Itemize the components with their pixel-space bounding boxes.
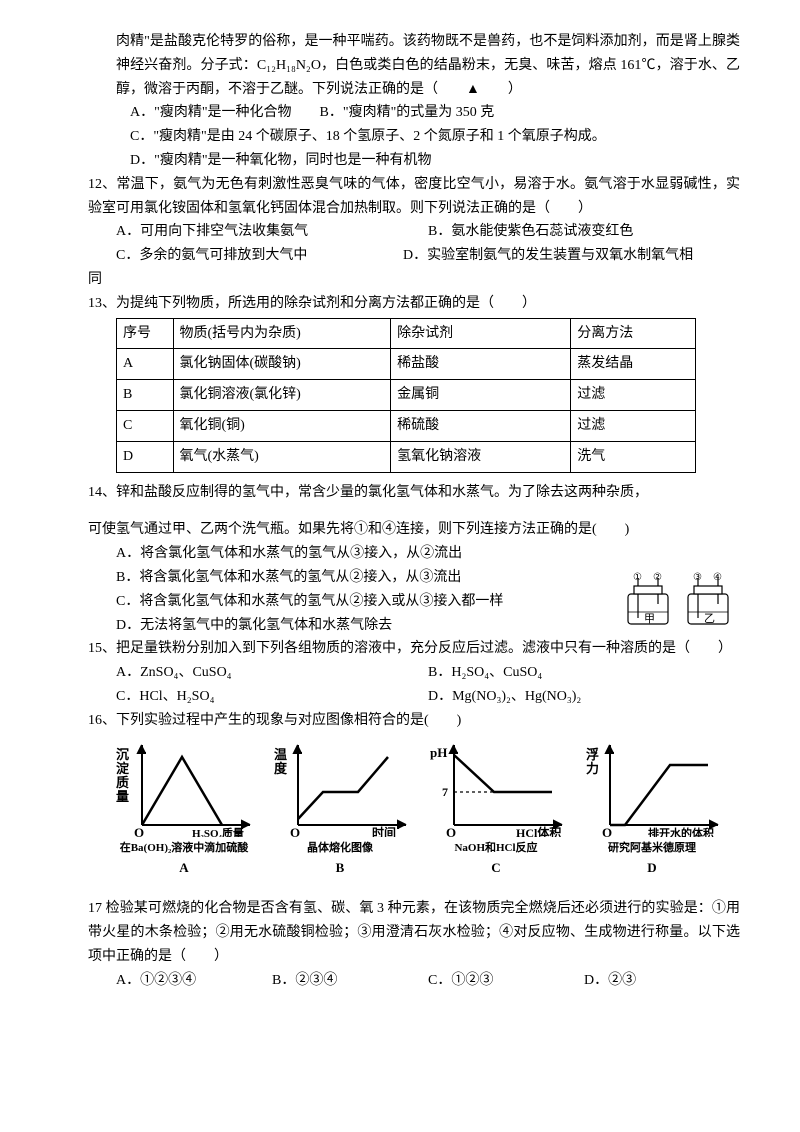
svg-text:度: 度 xyxy=(274,761,288,776)
q15-stem: 15、把足量铁粉分别加入到下列各组物质的溶液中，充分反应后过滤。滤液中只有一种溶… xyxy=(88,637,740,661)
q15-options-row2: C．HCl、H₂SO₄ D．Mg(NO₃)₂、Hg(NO₃)₂ xyxy=(88,685,740,709)
svg-text:O: O xyxy=(446,825,456,837)
svg-text:力: 力 xyxy=(586,761,599,776)
q12-options-row2: C．多余的氨气可排放到大气中 D．实验室制氨气的发生装置与双氧水制氧气相 xyxy=(88,244,740,268)
chart-d-caption: 研究阿基米德原理 xyxy=(580,839,725,858)
svg-text:O: O xyxy=(134,825,144,837)
q17-stem: 17 检验某可燃烧的化合物是否含有氢、碳、氧 3 种元素，在该物质完全燃烧后还必… xyxy=(88,897,740,968)
q16-stem: 16、下列实验过程中产生的现象与对应图像相符合的是( ) xyxy=(88,709,740,733)
q12-option-b: B．氨水能使紫色石蕊试液变红色 xyxy=(428,220,740,244)
q12-option-c: C．多余的氨气可排放到大气中 xyxy=(116,244,403,268)
chart-a: 沉 淀 质 量 O H₂SO₄质量 在Ba(OH)₂溶液中滴加硫酸 A xyxy=(112,737,257,880)
chart-a-caption: 在Ba(OH)₂溶液中滴加硫酸 xyxy=(112,839,257,858)
q11-paragraph: 肉精"是盐酸克伦特罗的俗称，是一种平喘药。该药物既不是兽药，也不是饲料添加剂，而… xyxy=(88,30,740,101)
exam-page: 肉精"是盐酸克伦特罗的俗称，是一种平喘药。该药物既不是兽药，也不是饲料添加剂，而… xyxy=(0,0,800,1132)
q14-option-a: A．将含氯化氢气体和水蒸气的氢气从③接入，从②流出 xyxy=(88,542,740,566)
q15-option-a: A．ZnSO₄、CuSO₄ xyxy=(116,661,428,685)
chart-d: 浮 力 O 排开水的体积 研究阿基米德原理 D xyxy=(580,737,725,880)
q16-charts: 沉 淀 质 量 O H₂SO₄质量 在Ba(OH)₂溶液中滴加硫酸 A 温 xyxy=(106,737,730,880)
svg-text:③: ③ xyxy=(693,572,702,583)
q12-options-row1: A．可用向下排空气法收集氨气 B．氨水能使紫色石蕊试液变红色 xyxy=(88,220,740,244)
svg-text:①: ① xyxy=(633,572,642,583)
table-header-row: 序号 物质(括号内为杂质) 除杂试剂 分离方法 xyxy=(117,318,696,349)
q11-option-d: D．"瘦肉精"是一种氧化物，同时也是一种有机物 xyxy=(88,149,740,173)
q17-option-a: A．①②③④ xyxy=(116,969,272,993)
chart-c-caption: NaOH和HCl反应 xyxy=(424,839,569,858)
svg-text:温: 温 xyxy=(274,747,287,762)
chart-d-label: D xyxy=(580,857,725,879)
q12-option-a: A．可用向下排空气法收集氨气 xyxy=(116,220,428,244)
q15-option-b: B．H₂SO₄、CuSO₄ xyxy=(428,661,740,685)
q15-option-d: D．Mg(NO₃)₂、Hg(NO₃)₂ xyxy=(428,685,740,709)
chart-b: 温 度 O 时间 晶体熔化图像 B xyxy=(268,737,413,880)
spacer xyxy=(88,504,740,518)
q17-option-d: D．②③ xyxy=(584,969,740,993)
svg-text:O: O xyxy=(290,825,300,837)
th-reagent: 除杂试剂 xyxy=(391,318,571,349)
q12-option-d-tail: 同 xyxy=(88,268,740,292)
svg-text:淀: 淀 xyxy=(116,761,130,776)
chart-b-caption: 晶体熔化图像 xyxy=(268,839,413,858)
svg-text:O: O xyxy=(602,825,612,837)
q15-options-row1: A．ZnSO₄、CuSO₄ B．H₂SO₄、CuSO₄ xyxy=(88,661,740,685)
svg-text:②: ② xyxy=(653,572,662,583)
q11-option-ab: A．"瘦肉精"是一种化合物 B．"瘦肉精"的式量为 350 克 xyxy=(88,101,740,125)
chart-c: pH 7 O HCl体积 NaOH和HCl反应 C xyxy=(424,737,569,880)
wash-bottles-figure: ① ② ③ ④ 甲 乙 xyxy=(622,572,740,639)
chart-c-label: C xyxy=(424,857,569,879)
chart-a-label: A xyxy=(112,857,257,879)
spacer xyxy=(88,883,740,897)
table-row: B氯化铜溶液(氯化锌)金属铜过滤 xyxy=(117,380,696,411)
q15-option-c: C．HCl、H₂SO₄ xyxy=(116,685,428,709)
svg-text:④: ④ xyxy=(713,572,722,583)
q14-stem-line1: 14、锌和盐酸反应制得的氢气中，常含少量的氯化氢气体和水蒸气。为了除去这两种杂质… xyxy=(88,481,740,505)
svg-text:7: 7 xyxy=(442,785,448,799)
svg-text:甲: 甲 xyxy=(644,613,655,625)
svg-text:时间: 时间 xyxy=(372,825,396,837)
q13-table: 序号 物质(括号内为杂质) 除杂试剂 分离方法 A氯化钠固体(碳酸钠)稀盐酸蒸发… xyxy=(116,318,696,473)
q17-options: A．①②③④ B．②③④ C．①②③ D．②③ xyxy=(88,969,740,993)
q11-option-c: C．"瘦肉精"是由 24 个碳原子、18 个氢原子、2 个氮原子和 1 个氧原子… xyxy=(88,125,740,149)
svg-text:质: 质 xyxy=(116,775,129,790)
q13-stem: 13、为提纯下列物质，所选用的除杂试剂和分离方法都正确的是（ ） xyxy=(88,292,740,316)
th-method: 分离方法 xyxy=(571,318,696,349)
table-row: C氧化铜(铜)稀硫酸过滤 xyxy=(117,410,696,441)
chart-b-label: B xyxy=(268,857,413,879)
svg-text:乙: 乙 xyxy=(704,612,715,625)
svg-text:H₂SO₄质量: H₂SO₄质量 xyxy=(192,826,244,837)
svg-text:排开水的体积: 排开水的体积 xyxy=(648,826,714,837)
q17-option-c: C．①②③ xyxy=(428,969,584,993)
svg-text:沉: 沉 xyxy=(116,747,129,762)
table-row: A氯化钠固体(碳酸钠)稀盐酸蒸发结晶 xyxy=(117,349,696,380)
q14-stem-line2: 可使氢气通过甲、乙两个洗气瓶。如果先将①和④连接，则下列连接方法正确的是( ) xyxy=(88,518,740,542)
q17-option-b: B．②③④ xyxy=(272,969,428,993)
table-row: D氧气(水蒸气)氢氧化钠溶液洗气 xyxy=(117,441,696,472)
q12-option-d: D．实验室制氨气的发生装置与双氧水制氧气相 xyxy=(403,244,740,268)
svg-text:浮: 浮 xyxy=(586,747,599,762)
svg-text:HCl体积: HCl体积 xyxy=(516,825,561,837)
svg-text:量: 量 xyxy=(116,789,129,804)
th-seq: 序号 xyxy=(117,318,174,349)
th-substance: 物质(括号内为杂质) xyxy=(173,318,391,349)
svg-text:pH: pH xyxy=(430,745,447,760)
q12-stem: 12、常温下，氨气为无色有刺激性恶臭气味的气体，密度比空气小，易溶于水。氨气溶于… xyxy=(88,173,740,221)
